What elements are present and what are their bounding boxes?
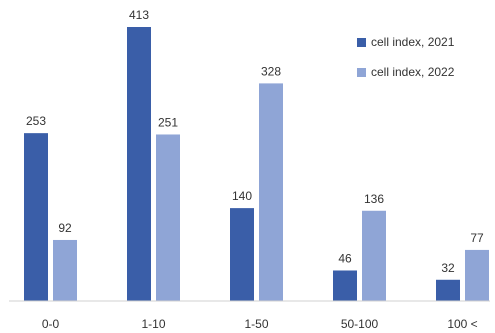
bar-1-2 xyxy=(127,27,151,301)
x-tick-label: 50-100 xyxy=(341,317,379,331)
bar-2-5 xyxy=(465,249,489,301)
x-tick-label: 100 < xyxy=(447,317,477,331)
bar-1-4 xyxy=(333,270,357,301)
data-label-2-1: 92 xyxy=(58,221,72,235)
bar-1-3 xyxy=(230,208,254,301)
legend-label-1: cell index, 2021 xyxy=(371,35,455,49)
legend-swatch-2 xyxy=(357,68,366,77)
data-label-2-5: 77 xyxy=(470,231,484,245)
data-label-2-3: 328 xyxy=(261,64,281,78)
bar-1-5 xyxy=(436,279,460,301)
legend-label-2: cell index, 2022 xyxy=(371,65,455,79)
data-label-1-3: 140 xyxy=(232,189,252,203)
data-label-1-1: 253 xyxy=(26,114,46,128)
data-label-1-2: 413 xyxy=(129,8,149,22)
data-label-2-4: 136 xyxy=(364,192,384,206)
bar-2-2 xyxy=(156,134,180,301)
legend: cell index, 2021 cell index, 2022 xyxy=(357,35,455,79)
bar-1-1 xyxy=(24,133,48,301)
x-tick-label: 1-50 xyxy=(244,317,268,331)
legend-swatch-1 xyxy=(357,38,366,47)
bar-2-1 xyxy=(53,239,77,301)
data-label-1-4: 46 xyxy=(338,251,352,265)
data-label-1-5: 32 xyxy=(441,261,455,275)
data-label-2-2: 251 xyxy=(158,115,178,129)
x-tick-label: 0-0 xyxy=(42,317,60,331)
data-labels-group: 253 92 413 251 140 328 46 136 32 77 xyxy=(26,8,484,275)
x-tick-label: 1-10 xyxy=(141,317,165,331)
x-tick-labels-group: 0-0 1-10 1-50 50-100 100 < xyxy=(42,317,478,331)
bars-group xyxy=(24,27,489,302)
bar-2-3 xyxy=(259,83,283,302)
bar-2-4 xyxy=(362,210,386,301)
